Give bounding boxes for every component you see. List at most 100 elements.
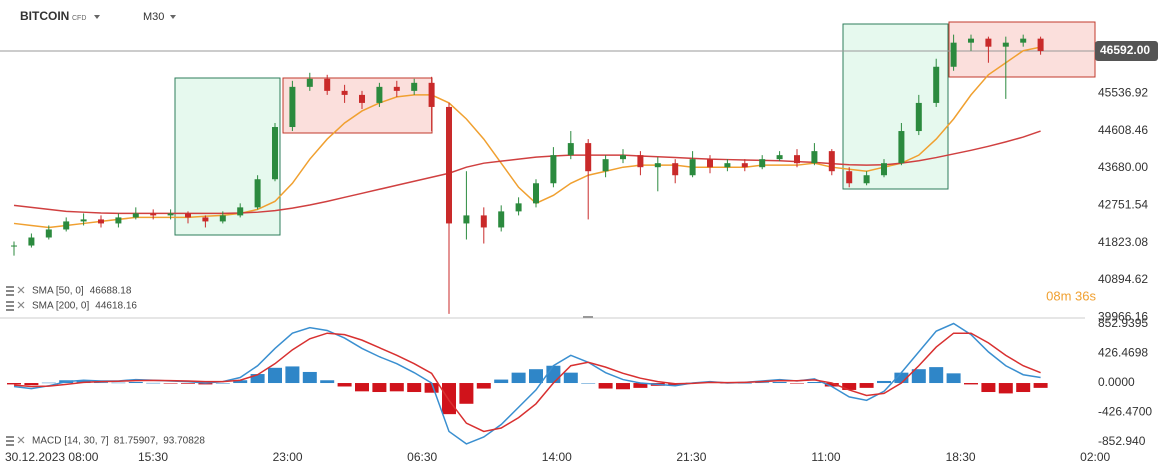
zone-box xyxy=(282,77,433,134)
candle-body xyxy=(846,171,853,184)
candle-body xyxy=(1020,38,1027,43)
candle-body xyxy=(428,82,435,107)
candle-body xyxy=(828,151,835,172)
histogram-bar xyxy=(285,366,300,384)
symbol[interactable]: BITCOIN xyxy=(20,9,69,23)
current-price-label: 46592.00 xyxy=(1100,43,1150,57)
candle-body xyxy=(811,151,818,164)
candle-body xyxy=(480,215,487,228)
legend-value: 44618.16 xyxy=(95,301,137,312)
candle-body xyxy=(289,86,296,128)
candle-body xyxy=(167,213,174,216)
candle-body xyxy=(759,159,766,168)
y-tick-label: 42751.54 xyxy=(1098,197,1148,211)
legend-value: 46688.18 xyxy=(90,286,132,297)
legend-name: SMA [50, 0] xyxy=(32,286,84,297)
candle-body xyxy=(776,155,783,160)
candle-body xyxy=(393,86,400,91)
histogram-bar xyxy=(633,383,648,388)
histogram-bar xyxy=(616,383,630,390)
candle-body xyxy=(985,38,992,47)
sma-line xyxy=(13,46,1041,229)
candle-body xyxy=(132,213,139,218)
histogram-bar xyxy=(964,383,978,385)
legend-name: SMA [200, 0] xyxy=(32,301,89,312)
candle-body xyxy=(637,155,644,168)
y-tick-label: 426.4698 xyxy=(1098,346,1148,360)
candle-body xyxy=(80,219,87,222)
histogram-bar xyxy=(111,382,126,384)
y-tick-label: 40894.62 xyxy=(1098,272,1148,286)
candle-body xyxy=(533,183,539,204)
histogram-bar xyxy=(894,372,909,384)
histogram-bar xyxy=(320,380,335,384)
candle-body xyxy=(115,217,122,224)
candle-body xyxy=(515,203,522,212)
timeframe[interactable]: M30 xyxy=(143,11,164,23)
x-axis-label: 06:30 xyxy=(407,450,437,464)
histogram-bar xyxy=(529,369,543,384)
indicator-title: MACD [14, 30, 7] xyxy=(32,436,109,447)
candle-body xyxy=(950,42,957,67)
histogram-bar xyxy=(981,383,996,393)
y-tick-label: 0.0000 xyxy=(1098,375,1135,389)
candle-body xyxy=(602,159,609,172)
histogram-bar xyxy=(424,383,439,393)
histogram-bar xyxy=(859,383,874,388)
candle-body xyxy=(254,179,261,208)
x-axis-label: 11:00 xyxy=(811,450,840,464)
histogram-bar xyxy=(459,383,474,404)
candle-body xyxy=(63,221,70,230)
y-tick-label: 39966.16 xyxy=(1098,309,1148,323)
candle-body xyxy=(11,245,17,247)
histogram-bar xyxy=(94,382,108,384)
histogram-bar xyxy=(546,365,561,384)
candle-body xyxy=(898,131,905,164)
candle-body xyxy=(550,155,557,184)
candle-body xyxy=(672,163,679,176)
candle-body xyxy=(1002,42,1009,47)
candle-body xyxy=(376,86,383,103)
histogram-bar xyxy=(598,383,613,389)
candle-body xyxy=(150,213,157,216)
candle-body xyxy=(341,90,348,95)
candle-body xyxy=(933,66,940,103)
histogram-bar xyxy=(407,383,422,393)
candle-body xyxy=(968,38,974,43)
histogram-bar xyxy=(824,383,839,387)
candle-body xyxy=(567,143,574,156)
candle-body xyxy=(45,229,52,238)
histogram-bar xyxy=(563,372,578,384)
candle-body xyxy=(585,143,592,172)
candle-body xyxy=(794,155,800,164)
x-axis-label: 30.12.2023 08:00 xyxy=(5,450,99,464)
histogram-bar xyxy=(946,373,961,384)
candle-body xyxy=(463,215,470,224)
histogram-bar xyxy=(163,383,178,384)
histogram-bar xyxy=(877,380,891,384)
histogram-bar xyxy=(772,381,787,384)
y-tick-label: 41823.08 xyxy=(1098,235,1148,249)
histogram-bar xyxy=(511,372,526,384)
candle-body xyxy=(863,175,870,184)
candle-body xyxy=(724,163,731,168)
symbol-dropdown[interactable] xyxy=(94,15,100,19)
candle-body xyxy=(1037,38,1044,52)
legend-close-icons[interactable] xyxy=(17,286,25,444)
timeframe-dropdown[interactable] xyxy=(170,15,176,19)
histogram-bar xyxy=(929,367,944,384)
histogram-bar xyxy=(250,374,265,384)
x-axis-label: 02:00 xyxy=(1080,450,1110,464)
histogram-bar xyxy=(842,383,857,390)
x-axis-label: 21:30 xyxy=(676,450,706,464)
y-tick-label: 45536.92 xyxy=(1098,86,1148,100)
legend-icons xyxy=(6,286,14,446)
histogram-bar xyxy=(372,383,387,393)
countdown: 08m 36s xyxy=(1046,288,1096,303)
histogram-bar xyxy=(355,383,369,392)
indicator-readout: 93.70828 xyxy=(163,436,205,447)
histogram-bar xyxy=(337,383,352,387)
histogram-bar xyxy=(128,381,143,384)
candle-body xyxy=(654,163,661,168)
y-tick-label: -852.940 xyxy=(1098,434,1146,448)
